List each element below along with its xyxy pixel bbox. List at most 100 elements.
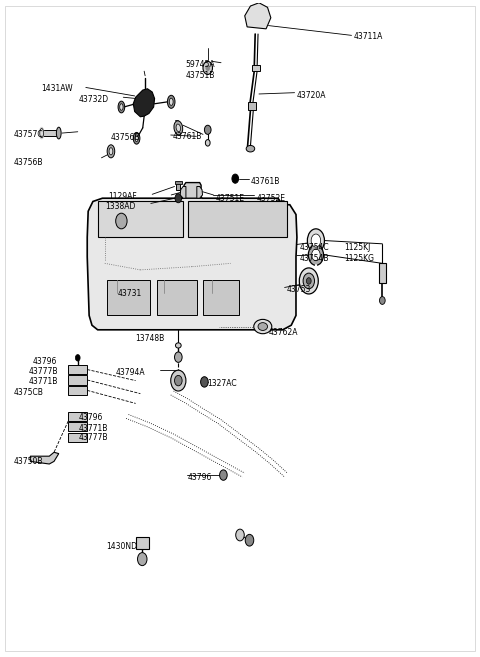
Text: 43751E: 43751E: [216, 194, 244, 203]
Circle shape: [175, 352, 182, 363]
Circle shape: [204, 125, 211, 135]
Text: 43711A: 43711A: [354, 32, 383, 41]
Text: 43771B: 43771B: [29, 377, 58, 386]
Text: 43756B: 43756B: [13, 158, 43, 167]
Bar: [203, 280, 239, 315]
Text: 43761B: 43761B: [173, 133, 202, 141]
Bar: [175, 181, 182, 184]
Text: 13748B: 13748B: [136, 334, 165, 344]
Bar: [68, 365, 87, 374]
Text: 1125KG: 1125KG: [344, 254, 374, 263]
Circle shape: [232, 174, 239, 183]
Text: 43794A: 43794A: [116, 369, 145, 377]
Text: 1338AD: 1338AD: [105, 202, 135, 210]
Ellipse shape: [169, 98, 173, 105]
Circle shape: [306, 278, 311, 284]
Text: 43761B: 43761B: [251, 177, 280, 186]
Polygon shape: [30, 452, 59, 464]
Circle shape: [205, 139, 210, 146]
Text: 43732D: 43732D: [79, 95, 109, 104]
Circle shape: [303, 273, 314, 289]
Circle shape: [312, 249, 320, 261]
Bar: [157, 280, 197, 315]
Ellipse shape: [133, 133, 140, 144]
Text: 43777B: 43777B: [79, 434, 108, 442]
Ellipse shape: [174, 121, 183, 135]
Bar: [177, 183, 180, 191]
Text: 1431AW: 1431AW: [42, 83, 73, 93]
Text: 43720A: 43720A: [297, 91, 326, 100]
Ellipse shape: [176, 124, 180, 131]
Ellipse shape: [118, 101, 125, 113]
Text: 1129AF: 1129AF: [108, 192, 137, 201]
Text: 1430ND: 1430ND: [106, 542, 137, 551]
Circle shape: [219, 470, 227, 480]
Ellipse shape: [120, 104, 123, 110]
Circle shape: [245, 534, 254, 546]
Ellipse shape: [168, 95, 175, 108]
Ellipse shape: [135, 135, 138, 141]
Bar: [188, 202, 288, 237]
Polygon shape: [245, 3, 271, 29]
Circle shape: [175, 375, 182, 386]
Ellipse shape: [40, 129, 44, 137]
Circle shape: [201, 376, 208, 387]
Text: 43796: 43796: [188, 472, 212, 482]
Ellipse shape: [254, 319, 272, 334]
Text: 43756B: 43756B: [111, 133, 141, 142]
Circle shape: [75, 355, 80, 361]
Text: 43757C: 43757C: [13, 130, 43, 139]
Text: 43754B: 43754B: [300, 254, 329, 263]
Text: 43752E: 43752E: [257, 194, 286, 203]
Circle shape: [203, 61, 213, 74]
Bar: [136, 537, 149, 549]
Bar: [252, 64, 260, 71]
Polygon shape: [197, 187, 203, 198]
Text: 1125KJ: 1125KJ: [344, 242, 371, 252]
Text: 43771B: 43771B: [79, 424, 108, 433]
Bar: [68, 422, 87, 432]
Circle shape: [171, 370, 186, 391]
Text: 43762A: 43762A: [268, 328, 298, 337]
Polygon shape: [180, 187, 186, 198]
Circle shape: [300, 268, 318, 294]
Text: 43750B: 43750B: [13, 457, 43, 466]
Circle shape: [175, 194, 181, 203]
Polygon shape: [184, 183, 201, 198]
Ellipse shape: [109, 148, 113, 155]
Circle shape: [206, 65, 210, 70]
Text: 43731: 43731: [118, 290, 142, 298]
Text: 59745A: 59745A: [185, 60, 215, 68]
Text: 1327AC: 1327AC: [207, 379, 237, 388]
Text: 43796: 43796: [32, 357, 57, 366]
Text: 43796: 43796: [79, 413, 103, 422]
Bar: [97, 202, 183, 237]
Ellipse shape: [107, 145, 115, 158]
Circle shape: [307, 229, 324, 252]
Bar: [248, 102, 256, 110]
Polygon shape: [133, 89, 155, 117]
Ellipse shape: [56, 127, 61, 139]
Circle shape: [236, 529, 244, 541]
Ellipse shape: [258, 323, 267, 330]
Circle shape: [137, 553, 147, 566]
Bar: [68, 412, 87, 421]
Bar: [68, 386, 87, 395]
Ellipse shape: [246, 145, 255, 152]
Text: 43751B: 43751B: [185, 70, 215, 79]
Bar: [379, 263, 385, 283]
Ellipse shape: [176, 343, 181, 348]
Bar: [68, 433, 87, 442]
Circle shape: [380, 296, 385, 304]
Text: 4375CB: 4375CB: [13, 388, 43, 397]
Text: 43777B: 43777B: [29, 367, 59, 376]
Polygon shape: [87, 195, 297, 330]
Circle shape: [311, 234, 321, 247]
Text: 43754C: 43754C: [300, 242, 329, 252]
Polygon shape: [42, 130, 59, 136]
Circle shape: [116, 213, 127, 229]
Bar: [107, 280, 150, 315]
Ellipse shape: [39, 127, 44, 139]
Text: 43753: 43753: [287, 285, 311, 294]
Circle shape: [308, 244, 324, 265]
